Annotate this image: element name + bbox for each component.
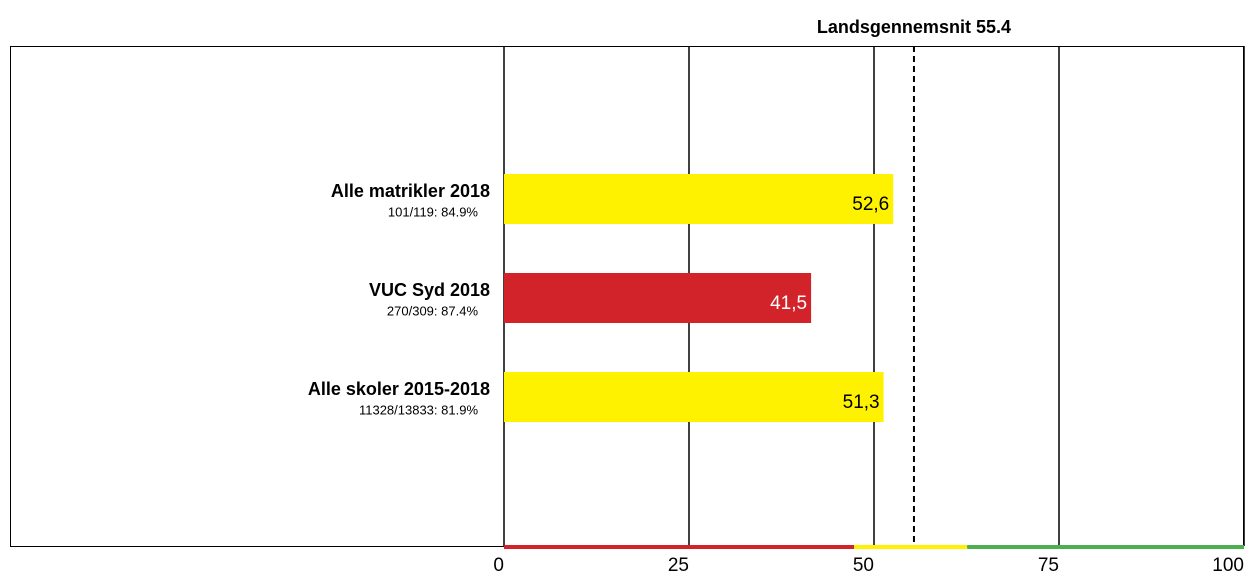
x-tick-label: 75 — [1038, 555, 1059, 576]
threshold-band — [854, 545, 968, 549]
value-label: 41,5 — [770, 293, 807, 314]
category-sublabel: 11328/13833: 81.9% — [359, 402, 478, 417]
category-label: Alle matrikler 2018 — [331, 181, 490, 201]
value-label: 51,3 — [843, 392, 880, 413]
value-label: 52,6 — [852, 194, 889, 215]
threshold-band — [967, 545, 1244, 549]
x-tick-label: 0 — [493, 555, 504, 576]
x-tick-label: 100 — [1212, 555, 1244, 576]
bar — [504, 372, 884, 422]
category-label: VUC Syd 2018 — [369, 280, 490, 300]
x-tick-label: 25 — [668, 555, 689, 576]
x-tick-label: 50 — [853, 555, 874, 576]
category-sublabel: 101/119: 84.9% — [388, 204, 479, 219]
bar — [504, 273, 812, 323]
bar — [504, 174, 894, 224]
reference-label: Landsgennemsnit 55.4 — [817, 17, 1011, 37]
category-sublabel: 270/309: 87.4% — [387, 303, 479, 318]
category-label: Alle skoler 2015-2018 — [308, 379, 490, 399]
threshold-band — [504, 545, 855, 549]
